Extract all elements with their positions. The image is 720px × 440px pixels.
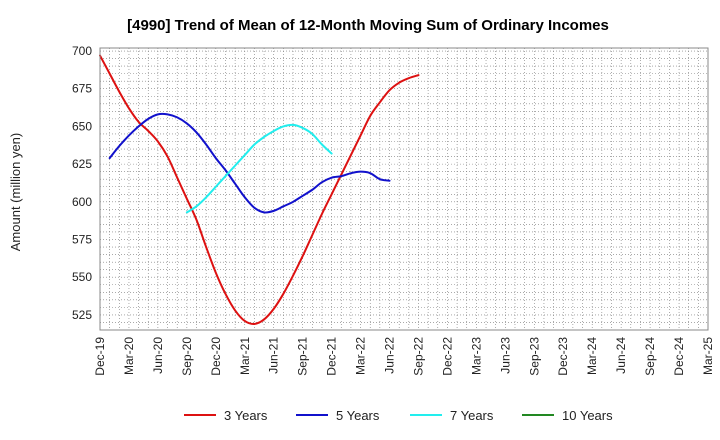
y-tick-label: 700 <box>72 44 92 58</box>
y-axis-ticks: 525 550 575 600 625 650 675 700 <box>72 44 92 322</box>
x-tick-label: Dec-22 <box>440 337 454 376</box>
x-tick-label: Jun-21 <box>267 337 281 374</box>
x-tick-label: Dec-20 <box>209 337 223 376</box>
legend-label: 7 Years <box>450 408 494 423</box>
x-tick-label: Sep-20 <box>180 337 194 376</box>
grid <box>100 48 708 331</box>
x-tick-label: Dec-21 <box>325 337 339 376</box>
legend-label: 10 Years <box>562 408 613 423</box>
y-axis-label: Amount (million yen) <box>8 133 23 252</box>
x-tick-label: Dec-23 <box>556 337 570 376</box>
series-lines <box>99 54 420 326</box>
x-tick-label: Mar-20 <box>122 337 136 375</box>
x-tick-label: Jun-23 <box>498 337 512 374</box>
y-tick-label: 675 <box>72 82 92 96</box>
x-tick-label: Mar-25 <box>701 337 715 375</box>
series-line-3-years <box>99 54 420 326</box>
x-tick-label: Sep-22 <box>411 337 425 376</box>
series-line-7-years <box>185 123 333 214</box>
y-tick-label: 525 <box>72 308 92 322</box>
x-tick-label: Sep-24 <box>643 337 657 376</box>
y-tick-label: 650 <box>72 119 92 133</box>
x-tick-label: Sep-23 <box>527 337 541 376</box>
plot-frame <box>99 47 709 331</box>
x-tick-label: Dec-24 <box>672 337 686 376</box>
y-tick-label: 575 <box>72 233 92 247</box>
y-tick-label: 600 <box>72 195 92 209</box>
x-tick-label: Mar-21 <box>238 337 252 375</box>
x-tick-label: Mar-23 <box>469 337 483 375</box>
x-axis-ticks: Dec-19 Mar-20 Jun-20 Sep-20 Dec-20 Mar-21 Jun-… <box>93 337 715 376</box>
x-tick-label: Sep-21 <box>296 337 310 376</box>
legend: 3 Years 5 Years 7 Years 10 Years <box>184 408 613 423</box>
x-tick-label: Mar-22 <box>354 337 368 375</box>
legend-label: 3 Years <box>224 408 268 423</box>
x-tick-label: Jun-22 <box>383 337 397 374</box>
y-tick-label: 550 <box>72 270 92 284</box>
x-tick-label: Jun-20 <box>151 337 165 374</box>
x-tick-label: Mar-24 <box>585 337 599 375</box>
chart-title: [4990] Trend of Mean of 12-Month Moving … <box>127 17 609 34</box>
series-line-5-years <box>108 112 391 214</box>
legend-label: 5 Years <box>336 408 380 423</box>
x-tick-label: Dec-19 <box>93 337 107 376</box>
y-tick-label: 625 <box>72 157 92 171</box>
x-tick-label: Jun-24 <box>614 337 628 374</box>
